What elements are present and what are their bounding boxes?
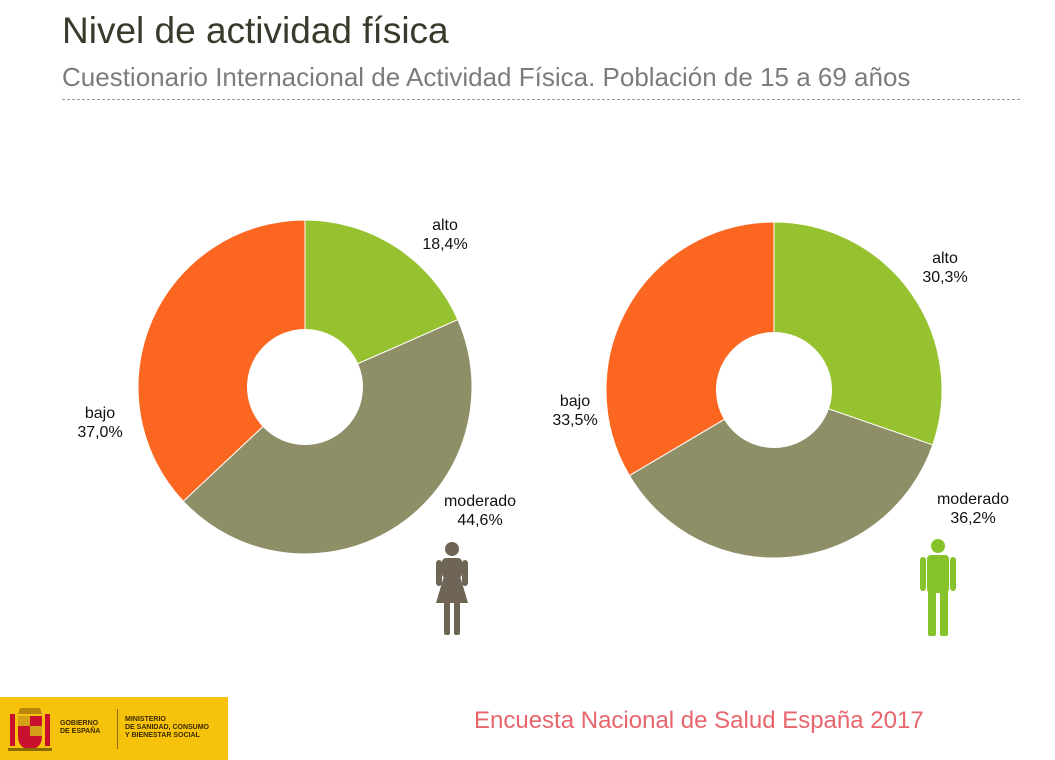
coat-of-arms-icon — [8, 708, 52, 751]
label-alto-2: alto 30,3% — [908, 249, 982, 287]
label-moderado-2-name: moderado — [936, 491, 1010, 508]
male-figure-icon — [920, 539, 956, 636]
label-bajo-1: bajo 37,0% — [60, 404, 140, 442]
label-bajo-2-name: bajo — [559, 393, 591, 410]
slice-moderado-2 — [628, 389, 934, 559]
donut-hole-1 — [247, 329, 363, 445]
label-alto-1-value: 18,4% — [422, 236, 468, 253]
source-footer: Encuesta Nacional de Salud España 2017 — [474, 707, 924, 734]
label-moderado-1-name: moderado — [443, 493, 517, 510]
slice-bajo-1 — [137, 219, 306, 503]
label-moderado-1-value: 44,6% — [457, 512, 503, 529]
male-figure-shape — [920, 539, 956, 636]
logo-gobierno: GOBIERNO — [60, 720, 99, 727]
female-figure-icon — [436, 542, 468, 635]
label-bajo-1-name: bajo — [84, 405, 116, 422]
label-alto-2-name: alto — [932, 250, 958, 267]
logo-espana: DE ESPAÑA — [60, 728, 101, 735]
label-bajo-1-value: 37,0% — [77, 424, 123, 441]
female-figure-shape — [436, 542, 468, 635]
page-title: Nivel de actividad física — [62, 10, 449, 51]
label-alto-1-name: alto — [432, 217, 458, 234]
donut-hole-2 — [716, 332, 832, 448]
logo-ministerio: MINISTERIO — [125, 716, 166, 723]
label-moderado-2: moderado 36,2% — [923, 490, 1023, 528]
logo-bienestar: Y BIENESTAR SOCIAL — [125, 732, 200, 739]
header-divider — [62, 99, 1020, 100]
government-logo: GOBIERNO DE ESPAÑA MINISTERIO DE SANIDAD… — [0, 697, 228, 760]
label-alto-2-value: 30,3% — [922, 269, 968, 286]
label-bajo-2: bajo 33,5% — [535, 392, 615, 430]
label-bajo-2-value: 33,5% — [552, 412, 598, 429]
donut-charts — [137, 219, 943, 559]
label-moderado-1: moderado 44,6% — [430, 492, 530, 530]
logo-sanidad: DE SANIDAD, CONSUMO — [125, 724, 210, 731]
page-subtitle: Cuestionario Internacional de Actividad … — [62, 62, 911, 92]
label-moderado-2-value: 36,2% — [950, 510, 996, 527]
logo-divider — [117, 709, 118, 749]
label-alto-1: alto 18,4% — [410, 216, 480, 254]
